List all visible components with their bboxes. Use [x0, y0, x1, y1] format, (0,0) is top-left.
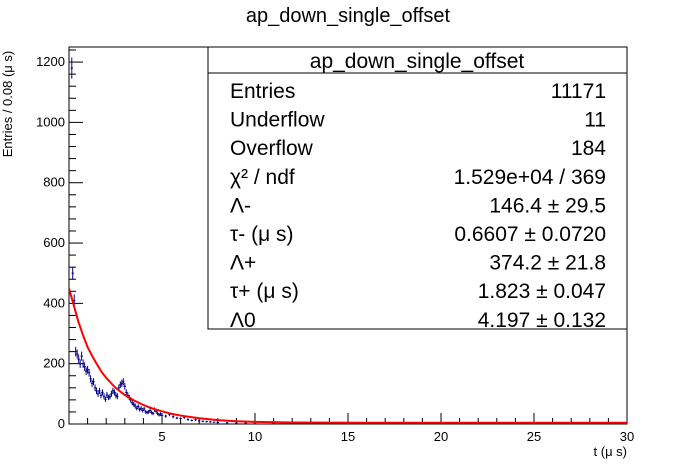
stats-row-label: χ² / ndf: [230, 166, 295, 189]
stats-row-value: 11: [584, 109, 606, 132]
stats-row-value: 1.529e+04 / 369: [454, 166, 606, 189]
fit-curve: [69, 288, 627, 424]
y-tick-label: 0: [58, 416, 65, 431]
stats-row-label: Λ0: [230, 309, 256, 332]
y-tick-label: 1000: [36, 114, 65, 129]
stats-row-value: 11171: [551, 80, 606, 103]
stats-row-value: 374.2 ± 21.8: [489, 252, 606, 275]
y-tick-label: 200: [43, 356, 65, 371]
x-tick-label: 5: [158, 429, 165, 444]
y-tick-label: 1200: [36, 54, 65, 69]
stats-row-label: Underflow: [230, 109, 325, 132]
stats-box: ap_down_single_offset Entries 11171 Underf…: [207, 46, 628, 332]
stats-row-value: 1.823 ± 0.047: [478, 280, 606, 303]
stats-row-label: Overflow: [230, 137, 314, 160]
y-tick-label: 800: [43, 175, 65, 190]
y-axis-title: Entries / 0.08 (μ s): [0, 51, 15, 157]
stats-row-value: 4.197 ± 0.132: [478, 309, 606, 332]
x-tick-label: 10: [248, 429, 262, 444]
x-tick-label: 30: [620, 429, 634, 444]
stats-box-title: ap_down_single_offset: [310, 50, 525, 73]
y-tick-label: 600: [43, 235, 65, 250]
stats-row-value: 184: [571, 137, 606, 160]
stats-row-value: 146.4 ± 29.5: [489, 194, 606, 217]
x-tick-label: 20: [434, 429, 448, 444]
stats-row-label: τ- (μ s): [230, 223, 294, 246]
plot-title: ap_down_single_offset: [246, 5, 451, 27]
x-tick-label: 25: [527, 429, 541, 444]
stats-row-label: Λ-: [230, 194, 251, 217]
stats-row-value: 0.6607 ± 0.0720: [454, 223, 606, 246]
x-tick-label: 15: [341, 429, 355, 444]
y-tick-label: 400: [43, 295, 65, 310]
data-layer: [69, 57, 627, 424]
stats-row-label: τ+ (μ s): [230, 280, 299, 303]
x-axis-title: t (μ s): [594, 444, 627, 459]
stats-row-label: Λ+: [230, 252, 256, 275]
stats-row-label: Entries: [230, 80, 295, 103]
stats-box-frame: [207, 46, 628, 330]
